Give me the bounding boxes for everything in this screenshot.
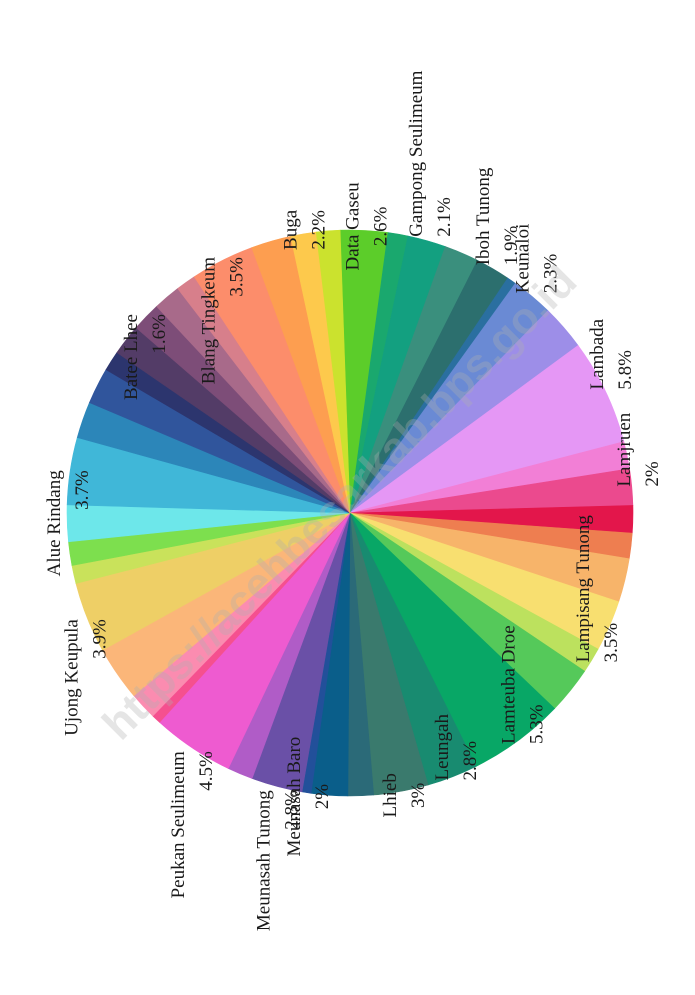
pie-label-batee-lhee: Batee Lhee 1.6% [121,314,170,400]
pie-label-lampisang-tunong: Lampisang Tunong 3.5% [573,515,622,663]
pie-label-percent: 5.3% [526,704,547,744]
pie-label-blang-tingkeum: Blang Tingkeum 3.5% [198,257,247,384]
pie-label-percent: 3.5% [226,257,247,297]
pie-label-percent: 2.6% [370,206,391,246]
pie-label-name: Blang Tingkeum [198,257,219,384]
pie-label-name: Lamjruen [614,412,635,486]
pie-label-name: Batee Lhee [121,314,142,400]
pie-label-name: Data Gaseu [342,182,363,271]
pie-label-peukan-seulimeum: Peukan Seulimeum 4.5% [168,751,217,898]
pie-slices [66,229,634,797]
pie-label-percent: 3.5% [601,623,622,663]
pie-label-name: Keunaloi [513,224,534,294]
pie-label-meunasah-tunong: Meunasah Tunong 2.8% [254,790,303,931]
pie-label-name: Lhieb [380,773,401,817]
pie-label-buga: Buga 2.2% [281,209,330,250]
pie-labels: Data Gaseu 2.6% Gampong Seulimeum 2.1% Iboh … [44,70,663,931]
pie-label-name: Meunasah Tunong [254,790,275,931]
pie-slice-44 [315,229,351,514]
pie-label-name: Ujong Keupula [61,619,82,736]
pie-label-name: Meunasah Baro [284,737,305,857]
pie-label-name: Gampong Seulimeum [406,70,427,236]
pie-label-percent: 2% [312,784,333,810]
pie-label-percent: 2.3% [541,254,562,294]
pie-label-name: Peukan Seulimeum [168,751,189,898]
pie-label-name: Buga [281,209,302,250]
pie-label-leungah: Leungah 2.8% [432,714,481,781]
pie-label-percent: 2.8% [460,741,481,781]
pie-label-percent: 4.5% [196,751,217,791]
pie-label-percent: 1.6% [149,314,170,354]
pie-label-percent: 3% [408,782,429,808]
pie-label-name: Leungah [432,714,453,781]
pie-label-keunaloi: Keunaloi 2.3% [513,224,562,294]
pie-label-percent: 5.8% [615,350,636,390]
pie-label-percent: 2% [642,461,663,487]
pie-label-lamteuba-droe: Lamteuba Droe 5.3% [498,625,547,744]
pie-label-percent: 2.2% [309,210,330,250]
pie-label-lamjruen: Lamjruen 2% [614,412,663,486]
pie-label-lhieb: Lhieb 3% [380,773,429,817]
pie-label-percent: 1.9% [501,226,522,266]
pie-label-iboh-tunong: Iboh Tunong 1.9% [473,167,522,265]
pie-label-ujong-keupula: Ujong Keupula 3.9% [61,619,110,736]
pie-label-percent: 2.8% [282,790,303,830]
pie-label-name: Alue Rindang [44,470,65,577]
pie-label-percent: 3.9% [89,619,110,659]
pie-label-alue-rindang: Alue Rindang 3.7% [44,470,93,577]
pie-label-name: Iboh Tunong [473,167,494,265]
pie-label-name: Lampisang Tunong [573,515,594,663]
pie-label-meunasah-baro: Meunasah Baro 2% [284,737,333,857]
pie-label-name: Lamteuba Droe [498,625,519,744]
pie-label-data-gaseu: Data Gaseu 2.6% [342,182,391,271]
pie-label-percent: 3.7% [72,470,93,510]
pie-label-lambada: Lambada 5.8% [587,318,636,389]
pie-label-gampong-seulimeum: Gampong Seulimeum 2.1% [406,70,455,236]
pie-label-percent: 2.1% [434,197,455,237]
pie-label-name: Lambada [587,318,608,389]
